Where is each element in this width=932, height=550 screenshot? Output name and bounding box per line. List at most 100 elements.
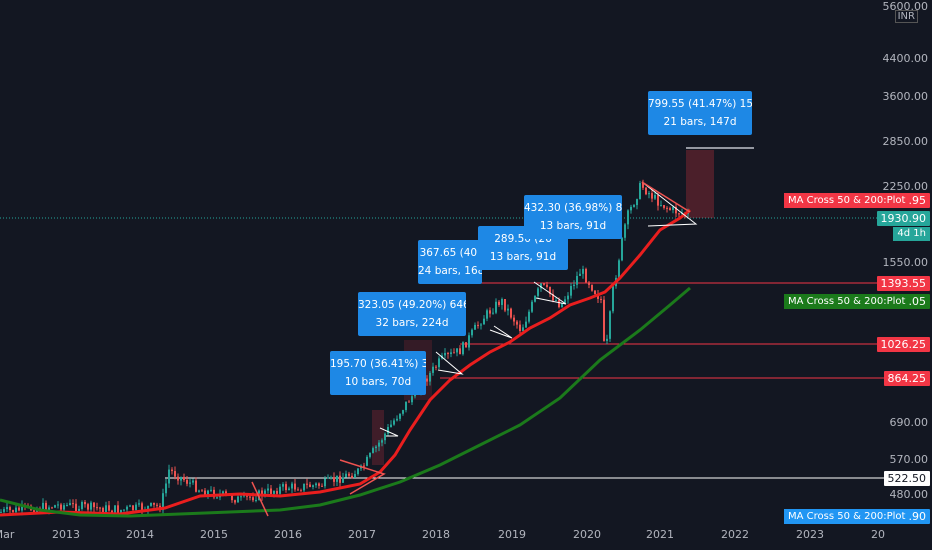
candle-body	[660, 205, 662, 207]
measure-line1: 799.55 (41.47%) 15991	[648, 98, 752, 110]
candle-body	[54, 505, 56, 508]
candle-body	[261, 490, 263, 496]
candle-body	[411, 396, 413, 403]
measure-line1: 367.65 (40.	[419, 247, 481, 259]
price-tick: 5600.00	[882, 0, 929, 13]
candle-body	[63, 505, 65, 510]
measure-box[interactable]: 432.30 (36.98%) 8646 13 bars, 91d	[524, 195, 622, 239]
candle-body	[138, 503, 140, 505]
candle-body	[438, 358, 440, 368]
candle-body	[195, 480, 197, 492]
candle-body	[84, 501, 86, 505]
candle-body	[480, 324, 482, 326]
candle-body	[93, 502, 95, 508]
candle-body	[453, 352, 455, 354]
price-tick: 3600.00	[882, 90, 929, 103]
candle-body	[327, 477, 329, 479]
candle-body	[531, 301, 533, 312]
candle-body	[111, 510, 113, 513]
candle-body	[588, 282, 590, 285]
candle-body	[234, 500, 236, 503]
candle-body	[150, 502, 152, 506]
candle-body	[546, 284, 548, 287]
candle-body	[135, 504, 137, 511]
candle-body	[555, 300, 557, 302]
candle-body	[321, 485, 323, 487]
time-tick: 2017	[348, 528, 376, 541]
candle-body	[204, 490, 206, 496]
candle-body	[108, 505, 110, 511]
candle-body	[132, 505, 134, 511]
candle-body	[18, 507, 20, 511]
measure-line2: 21 bars, 147d	[663, 116, 737, 128]
measure-box[interactable]: 195.70 (36.41%) 3914 10 bars, 70d	[330, 351, 426, 395]
candle-body	[9, 507, 11, 511]
time-tick: 2015	[200, 528, 228, 541]
candle-body	[192, 480, 194, 483]
candle-body	[96, 507, 98, 509]
candle-body	[648, 193, 650, 195]
candle-body	[624, 224, 626, 238]
candle-body	[393, 420, 395, 425]
measure-box[interactable]: 367.65 (40. 24 bars, 168d	[418, 240, 482, 284]
candle-body	[72, 503, 74, 505]
candle-body	[561, 303, 563, 308]
candle-body	[519, 324, 521, 332]
candle-body	[522, 327, 524, 332]
bar-countdown: 4d 1h	[893, 227, 930, 241]
candle-body	[573, 284, 575, 287]
candle-body	[105, 505, 107, 513]
measure-box[interactable]: 799.55 (41.47%) 15991 21 bars, 147d	[648, 91, 752, 135]
measure-line1: 432.30 (36.98%) 8646	[524, 202, 622, 214]
candle-body	[477, 324, 479, 326]
candle-body	[657, 194, 659, 206]
candle-body	[525, 321, 527, 328]
candle-body	[585, 268, 587, 283]
candle-body	[303, 483, 305, 491]
candle-body	[543, 283, 545, 285]
measure-line1: 195.70 (36.41%) 3914	[330, 358, 426, 370]
candle-body	[600, 298, 602, 300]
candle-body	[216, 497, 218, 499]
candle-body	[495, 301, 497, 313]
candle-body	[3, 509, 5, 512]
candle-body	[222, 491, 224, 494]
candle-body	[69, 503, 71, 506]
candle-body	[339, 475, 341, 483]
price-tag: 1393.55	[876, 276, 930, 291]
candle-body	[351, 475, 353, 478]
candle-body	[57, 504, 59, 506]
candle-body	[330, 477, 332, 479]
price-tick: 2250.00	[882, 180, 929, 193]
time-tick: 2019	[498, 528, 526, 541]
candle-body	[669, 208, 671, 211]
candle-body	[180, 476, 182, 481]
candle-body	[408, 401, 410, 403]
candle-body	[498, 301, 500, 305]
candle-body	[129, 505, 131, 507]
candle-body	[0, 511, 2, 513]
currency-label[interactable]: INR	[894, 10, 918, 23]
candle-body	[357, 468, 359, 475]
candle-body	[654, 194, 656, 199]
candle-body	[567, 295, 569, 300]
candle-body	[504, 298, 506, 311]
measure-line2: 24 bars, 168d	[418, 265, 482, 277]
candle-body	[249, 496, 251, 498]
candle-body	[171, 469, 173, 472]
measure-line2: 10 bars, 70d	[344, 376, 412, 388]
measure-box[interactable]: 323.05 (49.20%) 6461 32 bars, 224d	[358, 292, 466, 336]
candle-body	[468, 335, 470, 348]
candle-body	[366, 456, 368, 466]
time-tick: 2020	[573, 528, 601, 541]
candle-body	[507, 308, 509, 311]
candle-body	[663, 205, 665, 208]
candle-body	[264, 490, 266, 496]
candle-body	[177, 476, 179, 481]
measure-line2: 32 bars, 224d	[375, 317, 449, 329]
candle-body	[486, 310, 488, 319]
candle-body	[492, 312, 494, 314]
candle-body	[225, 491, 227, 494]
candle-body	[42, 502, 44, 511]
candle-body	[450, 352, 452, 354]
